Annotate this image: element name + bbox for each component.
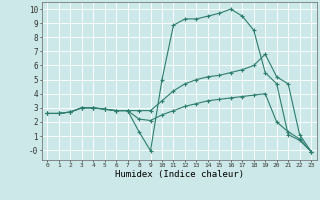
X-axis label: Humidex (Indice chaleur): Humidex (Indice chaleur) [115, 170, 244, 179]
